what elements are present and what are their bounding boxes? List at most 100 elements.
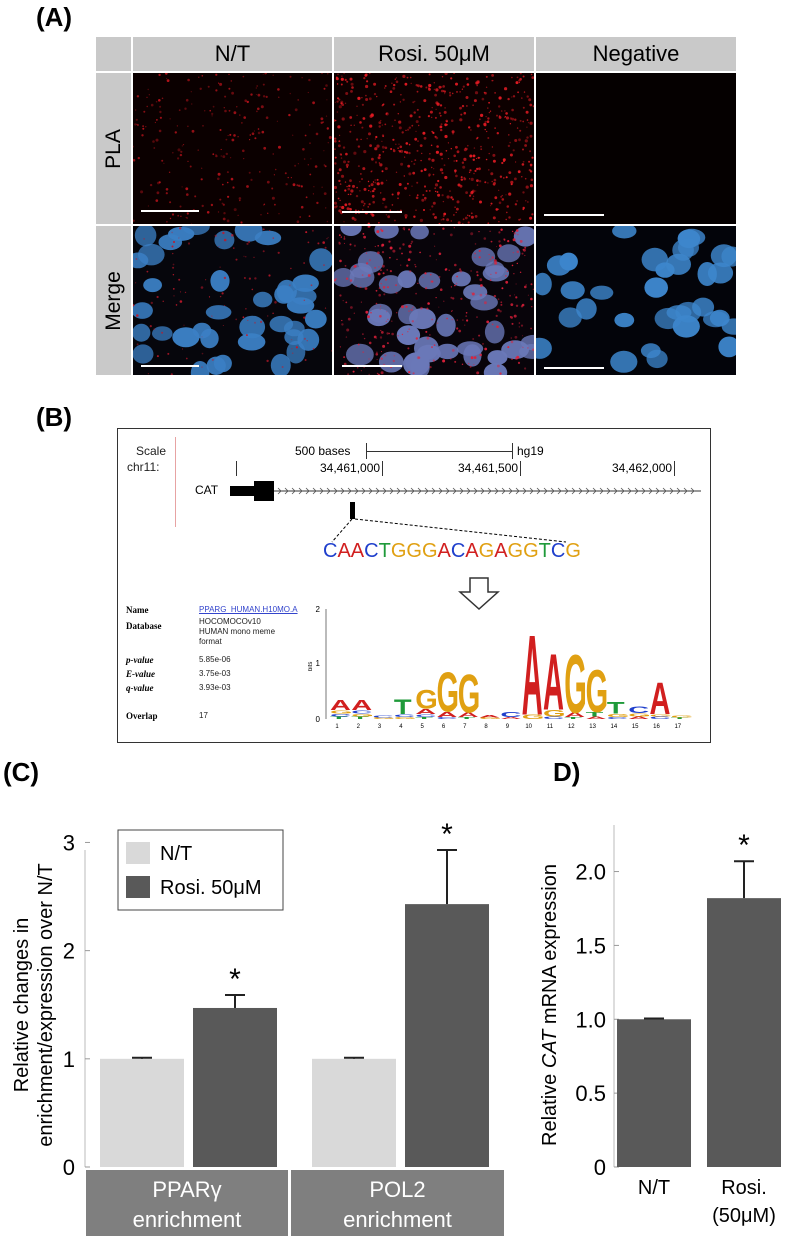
- texture-dot: [528, 169, 531, 172]
- texture-dot: [429, 334, 431, 336]
- texture-dot: [442, 200, 445, 203]
- texture-dot: [524, 254, 526, 257]
- texture-dot: [463, 177, 467, 181]
- texture-dot: [477, 81, 480, 84]
- texture-dot: [274, 168, 277, 171]
- texture-dot: [512, 252, 514, 254]
- texture-dot: [367, 226, 370, 228]
- texture-dot: [339, 346, 341, 348]
- texture-dot: [269, 229, 271, 232]
- texture-dot: [218, 82, 220, 84]
- texture-dot: [370, 183, 374, 187]
- texture-dot: [405, 151, 409, 154]
- texture-dot: [339, 183, 342, 185]
- nucleus: [270, 353, 291, 375]
- texture-dot: [492, 153, 496, 157]
- bar-nt: [312, 1058, 396, 1167]
- position-tick: [520, 461, 521, 476]
- logo-letter: T: [671, 717, 689, 720]
- texture-dot: [509, 294, 511, 297]
- texture-dot: [450, 196, 453, 199]
- texture-dot: [215, 154, 218, 158]
- logo-letter: A: [543, 638, 564, 727]
- texture-dot: [454, 172, 456, 174]
- nucleus: [410, 226, 429, 240]
- texture-dot: [320, 121, 323, 124]
- texture-dot: [431, 158, 435, 162]
- texture-dot: [476, 316, 478, 318]
- texture-dot: [491, 146, 494, 148]
- texture-dot: [182, 348, 183, 350]
- intron-chevron: [291, 487, 296, 495]
- nucleus: [286, 297, 315, 314]
- texture-dot: [274, 203, 276, 206]
- texture-dot: [419, 144, 423, 147]
- texture-dot: [375, 289, 378, 292]
- texture-dot: [531, 76, 534, 79]
- texture-dot: [265, 116, 269, 119]
- texture-dot: [242, 316, 245, 319]
- texture-dot: [147, 373, 150, 375]
- texture-dot: [402, 243, 405, 246]
- texture-dot: [365, 84, 369, 89]
- texture-dot: [386, 332, 389, 335]
- texture-dot: [487, 222, 490, 224]
- position-1: 34,461,000: [320, 461, 381, 475]
- texture-dot: [397, 113, 399, 115]
- texture-dot: [225, 152, 228, 156]
- texture-dot: [238, 197, 242, 200]
- texture-dot: [420, 169, 423, 173]
- nucleus: [134, 226, 157, 247]
- texture-dot: [485, 158, 488, 161]
- texture-dot: [398, 126, 402, 130]
- texture-dot: [291, 352, 294, 354]
- texture-dot: [444, 73, 448, 75]
- texture-dot: [327, 142, 329, 144]
- texture-dot: [225, 138, 228, 141]
- texture-dot: [339, 206, 341, 208]
- chr-label: chr11:: [127, 460, 160, 474]
- texture-dot: [487, 137, 490, 139]
- texture-dot: [248, 240, 251, 244]
- meme-name-link[interactable]: PPARG_HUMAN.H10MO.A: [199, 605, 298, 614]
- nucleus: [644, 277, 668, 298]
- texture-dot: [224, 95, 227, 98]
- texture-dot: [424, 272, 427, 275]
- texture-dot: [436, 145, 439, 148]
- texture-dot: [428, 157, 431, 161]
- texture-dot: [522, 120, 525, 123]
- texture-dot: [530, 166, 532, 168]
- texture-dot: [365, 252, 368, 254]
- texture-dot: [490, 202, 493, 205]
- texture-dot: [278, 145, 281, 149]
- logo-letter: C: [415, 713, 436, 717]
- texture-dot: [158, 129, 162, 133]
- nucleus: [284, 329, 304, 345]
- texture-dot: [493, 178, 497, 182]
- texture-dot: [181, 145, 183, 147]
- texture-dot: [177, 157, 180, 160]
- texture-dot: [223, 276, 227, 280]
- texture-dot: [375, 353, 379, 356]
- texture-dot: [428, 175, 431, 177]
- scale-bar: [544, 214, 604, 216]
- texture-dot: [353, 151, 357, 155]
- texture-dot: [494, 259, 497, 263]
- texture-dot: [413, 163, 416, 165]
- sequence-letter: A: [337, 540, 351, 562]
- texture-dot: [423, 99, 427, 103]
- texture-dot: [187, 78, 190, 82]
- texture-dot: [404, 186, 407, 190]
- texture-dot: [334, 148, 336, 150]
- texture-dot: [340, 102, 343, 105]
- intron-chevron: [634, 487, 639, 495]
- texture-dot: [416, 181, 419, 184]
- texture-dot: [414, 100, 416, 103]
- logo-letter: C: [394, 713, 415, 717]
- texture-dot: [522, 106, 525, 109]
- texture-dot: [516, 200, 518, 202]
- texture-dot: [425, 330, 428, 333]
- texture-dot: [336, 83, 339, 85]
- texture-dot: [500, 301, 503, 304]
- texture-dot: [248, 171, 251, 174]
